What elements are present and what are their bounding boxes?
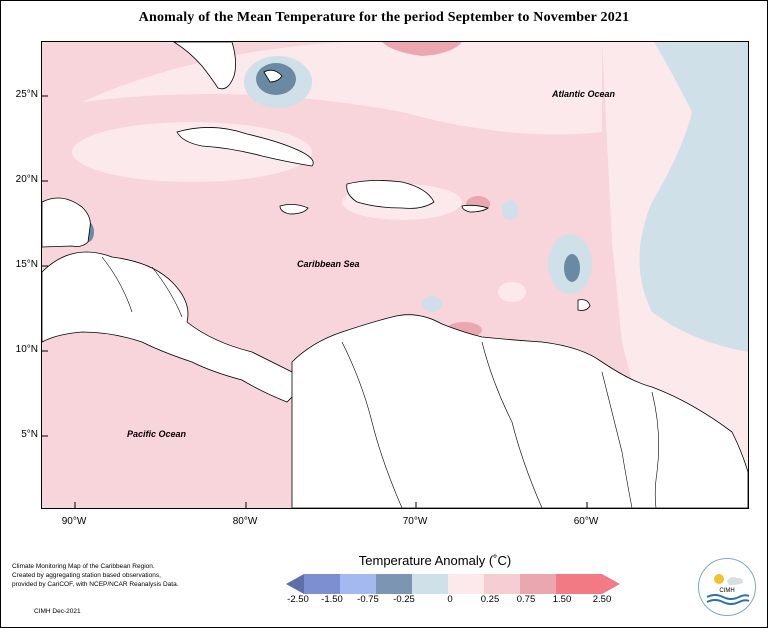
country-borders (101, 256, 659, 508)
logo-text: CIMH (719, 588, 734, 594)
lat-label-20n: 20°N (15, 174, 38, 185)
legend-tick-150: 1.50 (552, 594, 572, 605)
lat-label-5n: 5°N (21, 429, 38, 440)
legend-tick-m025: -0.25 (393, 594, 415, 605)
land-hispaniola (346, 180, 435, 209)
lat-label-10n: 10°N (15, 344, 38, 355)
land-south-america (291, 314, 748, 508)
legend-title: Temperature Anomaly (˚C) (358, 553, 512, 568)
anomaly-cool-atlantic (639, 42, 748, 352)
land-florida (173, 42, 236, 90)
pacific-ocean-label: Pacific Ocean (127, 429, 187, 439)
land-cuba (176, 127, 314, 167)
legend-colorbar (286, 574, 620, 594)
anomaly-light-curacao (498, 282, 526, 302)
anomaly-dark-antilles (564, 254, 580, 282)
legend-tick-250: 2.50 (592, 594, 612, 605)
anomaly-mid-north (382, 42, 462, 56)
lon-label-80w: 80°W (232, 516, 258, 527)
legend-tick-m075: -0.75 (357, 594, 379, 605)
anomaly-cool-pr (502, 200, 518, 220)
land-bahamas (263, 69, 283, 83)
land-yucatan (42, 197, 91, 248)
cimh-logo: CIMH (698, 558, 756, 616)
legend-tick-075: 0.75 (516, 594, 536, 605)
land-central-america (42, 251, 300, 403)
credit-line-1: Climate Monitoring Map of the Caribbean … (12, 563, 155, 570)
caribbean-sea-label: Caribbean Sea (297, 259, 360, 269)
credit-line-3: provided by CariCOF, with NCEP/NCAR Rean… (12, 581, 179, 588)
map-panel[interactable]: Atlantic Ocean Caribbean Sea Pacific Oce… (41, 41, 749, 509)
land-puerto-rico (461, 204, 489, 213)
cimh-logo-icon: CIMH (706, 574, 750, 605)
anomaly-cool-curacao (422, 296, 442, 312)
lat-label-15n: 15°N (15, 259, 38, 270)
map-canvas (42, 42, 748, 508)
legend-tick-m250: -2.50 (287, 594, 309, 605)
atlantic-ocean-label: Atlantic Ocean (552, 89, 616, 99)
lon-label-70w: 70°W (402, 516, 428, 527)
land-jamaica (279, 204, 309, 215)
credit-date: CIMH Dec-2021 (34, 608, 81, 615)
legend-tick-m150: -1.50 (321, 594, 343, 605)
axis-ticks (42, 95, 588, 508)
land-masses (42, 42, 748, 508)
legend-tick-0: 0 (447, 594, 453, 605)
lon-label-90w: 90°W (61, 516, 87, 527)
credit-line-2: Created by aggregating station based obs… (12, 572, 161, 579)
land-trinidad (577, 299, 591, 311)
lat-label-25n: 25°N (15, 89, 38, 100)
legend-tick-025: 0.25 (480, 594, 500, 605)
lon-label-60w: 60°W (573, 516, 599, 527)
credit-text: Climate Monitoring Map of the Caribbean … (12, 562, 212, 589)
anomaly-light-north (82, 42, 602, 135)
map-title: Anomaly of the Mean Temperature for the … (138, 10, 630, 25)
